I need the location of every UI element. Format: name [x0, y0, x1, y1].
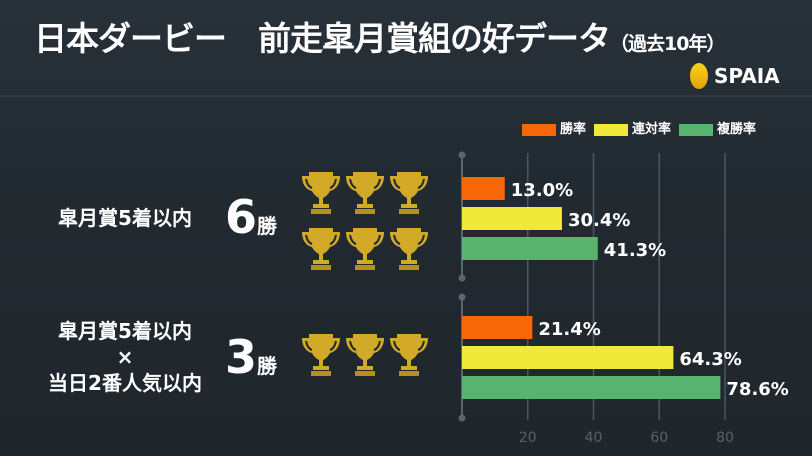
trophy-icon [388, 330, 432, 380]
x-tick-label: 80 [716, 430, 734, 446]
trophy-group-2 [300, 330, 432, 380]
row-label-1: 皐月賞5着以内 [40, 205, 210, 231]
spaia-logo: SPAIA [690, 63, 780, 89]
wins-unit: 勝 [257, 214, 278, 238]
legend-item: 連対率 [594, 118, 671, 137]
x-tick-label: 40 [585, 430, 603, 446]
row-label-line: 皐月賞5着以内 [58, 319, 192, 343]
trophy-icon [388, 168, 432, 218]
row-label-line: 皐月賞5着以内 [58, 206, 192, 230]
x-tick-label: 60 [650, 430, 668, 446]
legend-label: 勝率 [560, 122, 587, 137]
data-label: 78.6% [726, 379, 788, 400]
row-label-line: × [116, 345, 134, 369]
logo-text: SPAIA [714, 64, 780, 88]
trophy-icon [300, 330, 344, 380]
bar-勝率 [462, 316, 533, 339]
bar-連対率 [462, 346, 674, 369]
data-label: 64.3% [679, 349, 741, 370]
data-label: 21.4% [538, 319, 600, 340]
trophy-icon [344, 330, 388, 380]
axis-dot [458, 151, 466, 159]
legend-swatch [679, 123, 714, 136]
legend-label: 複勝率 [717, 122, 757, 137]
trophy-icon [388, 224, 432, 274]
title-sub: （過去10年） [610, 33, 725, 55]
data-label: 41.3% [604, 240, 666, 261]
row-label-line: 当日2番人気以内 [48, 371, 202, 395]
legend: 勝率 連対率 複勝率 [522, 118, 756, 137]
bar-連対率 [462, 207, 562, 230]
trophy-group-1 [300, 168, 432, 274]
row-label-2: 皐月賞5着以内 × 当日2番人気以内 [30, 318, 220, 396]
trophy-icon [344, 224, 388, 274]
page-title: 日本ダービー 前走皐月賞組の好データ（過去10年） [34, 12, 725, 60]
wins-count-1: 6勝 [225, 190, 277, 244]
wins-number: 3 [225, 330, 258, 384]
data-label: 30.4% [568, 210, 630, 231]
axis-dot [458, 414, 466, 422]
legend-item: 複勝率 [679, 118, 756, 137]
trophy-icon [344, 168, 388, 218]
axis-dot [458, 274, 466, 282]
bar-勝率 [462, 177, 505, 200]
legend-swatch [594, 123, 629, 136]
bar-複勝率 [462, 237, 598, 260]
legend-swatch [522, 123, 556, 136]
wins-unit: 勝 [257, 354, 278, 378]
trophy-icon [300, 168, 344, 218]
title-main: 日本ダービー 前走皐月賞組の好データ [34, 19, 611, 58]
data-label: 13.0% [511, 180, 573, 201]
trophy-icon [300, 224, 344, 274]
spaia-logo-icon [690, 63, 708, 89]
legend-label: 連対率 [632, 122, 672, 137]
x-tick-label: 20 [519, 430, 537, 446]
wins-number: 6 [225, 190, 258, 244]
axis-dot [458, 293, 466, 301]
legend-item: 勝率 [522, 118, 586, 137]
wins-count-2: 3勝 [225, 330, 277, 384]
bar-複勝率 [462, 376, 721, 399]
